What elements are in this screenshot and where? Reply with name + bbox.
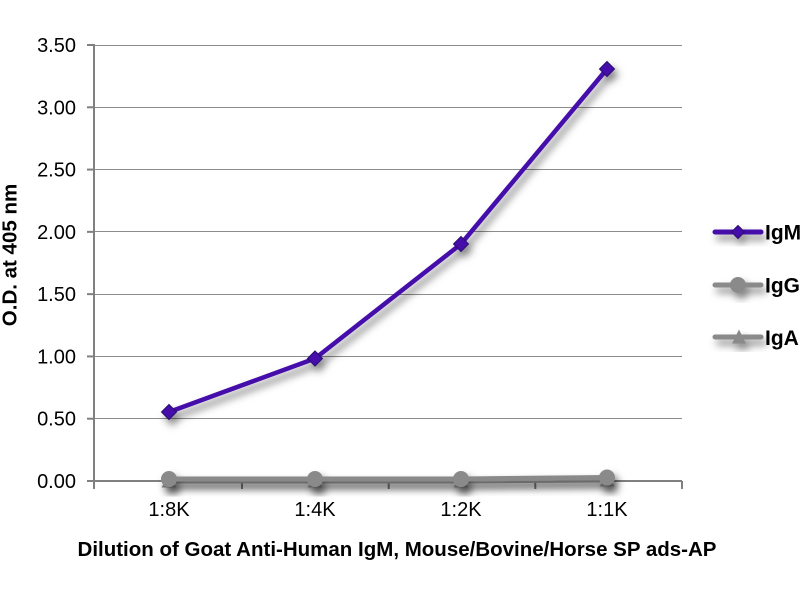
svg-text:1:1K: 1:1K: [586, 499, 628, 521]
svg-text:3.00: 3.00: [37, 97, 76, 119]
svg-text:1:8K: 1:8K: [148, 499, 190, 521]
svg-text:3.50: 3.50: [37, 35, 76, 57]
svg-text:2.50: 2.50: [37, 160, 76, 182]
svg-text:IgA: IgA: [765, 327, 799, 350]
svg-text:Dilution of Goat Anti-Human Ig: Dilution of Goat Anti-Human IgM, Mouse/B…: [78, 538, 717, 561]
svg-text:2.00: 2.00: [37, 222, 76, 244]
svg-text:IgM: IgM: [765, 222, 800, 245]
svg-text:0.00: 0.00: [37, 471, 76, 493]
svg-text:IgG: IgG: [765, 275, 800, 298]
svg-text:1.00: 1.00: [37, 346, 76, 368]
svg-text:0.50: 0.50: [37, 409, 76, 431]
svg-text:1:2K: 1:2K: [440, 499, 482, 521]
svg-text:O.D. at 405 nm: O.D. at 405 nm: [0, 184, 22, 326]
svg-text:1:4K: 1:4K: [294, 499, 336, 521]
svg-text:1.50: 1.50: [37, 284, 76, 306]
